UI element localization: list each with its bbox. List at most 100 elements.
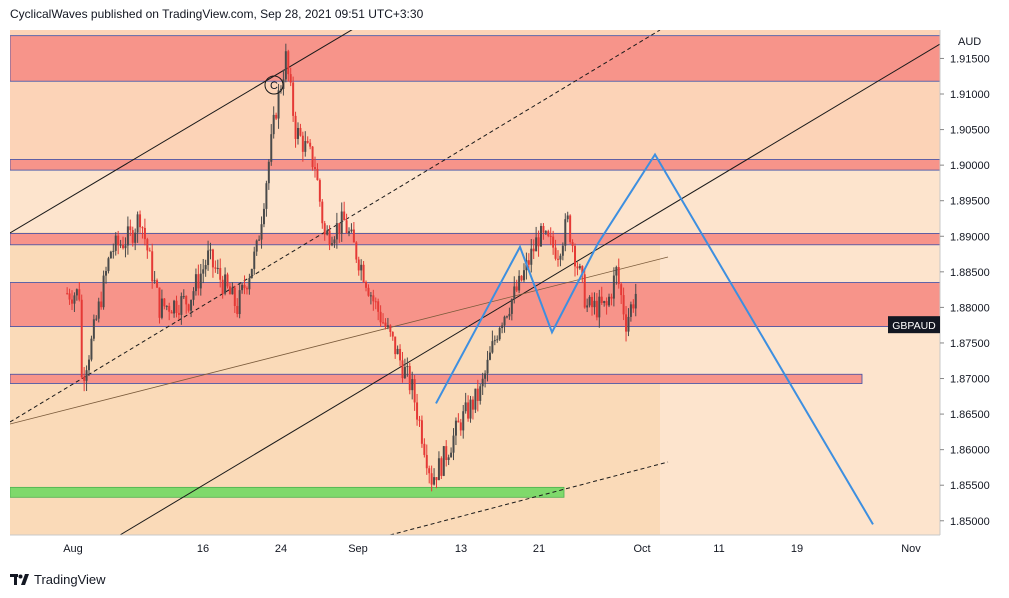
candle-body — [124, 245, 127, 249]
candle-body — [600, 296, 603, 303]
candle — [216, 259, 219, 275]
price-chart[interactable]: C AUD 1.91500 1.91000 1.90500 1.90000 1.89500… — [0, 0, 1009, 565]
candle — [583, 269, 586, 309]
candle-body — [365, 282, 368, 288]
candle — [143, 218, 146, 246]
candle-body — [418, 419, 421, 421]
candle-body — [100, 301, 103, 308]
channel-lower-line — [119, 43, 940, 535]
candle-body — [352, 229, 355, 243]
candle — [595, 293, 598, 321]
candle — [442, 445, 445, 477]
candle-body — [292, 82, 295, 116]
candle-body — [182, 296, 185, 298]
candle-body — [457, 420, 460, 423]
candle-body — [119, 244, 122, 246]
candle — [134, 228, 137, 251]
candle-body — [581, 266, 584, 275]
candle-body — [557, 258, 559, 260]
price-tick-label: 1.89000 — [950, 231, 990, 243]
candle-body — [382, 322, 385, 324]
candle — [112, 243, 115, 259]
candle-body — [537, 237, 540, 247]
candle-body — [437, 458, 440, 481]
candle-body — [372, 295, 375, 302]
candle-body — [459, 422, 462, 431]
price-tick-label: 1.85500 — [950, 480, 990, 492]
price-tick-label: 1.87000 — [950, 374, 990, 386]
candle — [331, 236, 334, 247]
candle-body — [510, 299, 513, 314]
candle — [187, 303, 190, 313]
candle-body — [265, 183, 268, 209]
candle-body — [112, 250, 115, 252]
candle — [586, 298, 589, 313]
candle-body — [469, 399, 472, 419]
candle — [629, 301, 632, 322]
candle — [148, 247, 151, 252]
candle — [413, 374, 416, 411]
candle-body — [158, 287, 161, 318]
candle — [420, 415, 423, 448]
publish-header: CyclicalWaves published on TradingView.c… — [10, 7, 423, 21]
chart-container[interactable]: C AUD 1.91500 1.91000 1.90500 1.90000 1.89500… — [0, 0, 1009, 570]
candle-body — [394, 336, 397, 355]
candle — [323, 220, 326, 241]
candle-body — [491, 341, 494, 353]
candle — [484, 370, 487, 388]
candle — [384, 318, 387, 330]
candle — [309, 139, 312, 150]
candle — [352, 221, 355, 243]
candle — [90, 335, 93, 362]
candle-body — [603, 301, 606, 303]
candle-body — [80, 299, 83, 378]
candle — [85, 365, 88, 392]
candle — [236, 298, 239, 318]
candle — [462, 404, 465, 439]
candle — [447, 454, 450, 466]
candle-body — [175, 300, 178, 313]
candle — [510, 298, 513, 321]
candle-body — [190, 299, 193, 311]
candle — [445, 440, 448, 467]
candle — [355, 241, 358, 263]
candle — [532, 239, 535, 260]
candle-body — [593, 300, 596, 308]
candle — [180, 292, 183, 325]
footer[interactable]: TradingView — [10, 572, 106, 587]
candle-body — [406, 366, 409, 368]
candle — [488, 346, 491, 361]
candle — [190, 299, 193, 318]
candle-body — [413, 379, 416, 403]
candle-body — [170, 311, 173, 314]
candle-body — [75, 289, 78, 296]
candle-body — [496, 339, 499, 341]
candle-body — [148, 250, 151, 252]
candle — [284, 43, 287, 83]
candle — [78, 282, 81, 302]
candle — [469, 395, 472, 423]
candle — [493, 335, 496, 346]
candle-body — [185, 296, 188, 305]
candle-body — [542, 226, 545, 233]
candle-body — [433, 477, 436, 485]
candle-body — [578, 266, 581, 269]
candle — [204, 259, 207, 277]
candle-body — [430, 473, 433, 485]
candle-body — [576, 266, 579, 269]
candle — [552, 230, 555, 255]
candle — [610, 293, 613, 306]
candle — [119, 239, 122, 249]
candle-body — [479, 386, 482, 401]
candle-body — [126, 226, 129, 246]
candle — [141, 226, 144, 239]
candle-body — [163, 298, 166, 307]
candle — [289, 67, 292, 87]
channel-mid-dashed-line — [10, 30, 661, 423]
candle-body — [544, 231, 547, 233]
candle-body — [335, 223, 338, 240]
candle-body — [498, 328, 501, 340]
candle — [66, 287, 69, 295]
candle — [260, 216, 263, 249]
price-tick-label: 1.89500 — [950, 196, 990, 208]
